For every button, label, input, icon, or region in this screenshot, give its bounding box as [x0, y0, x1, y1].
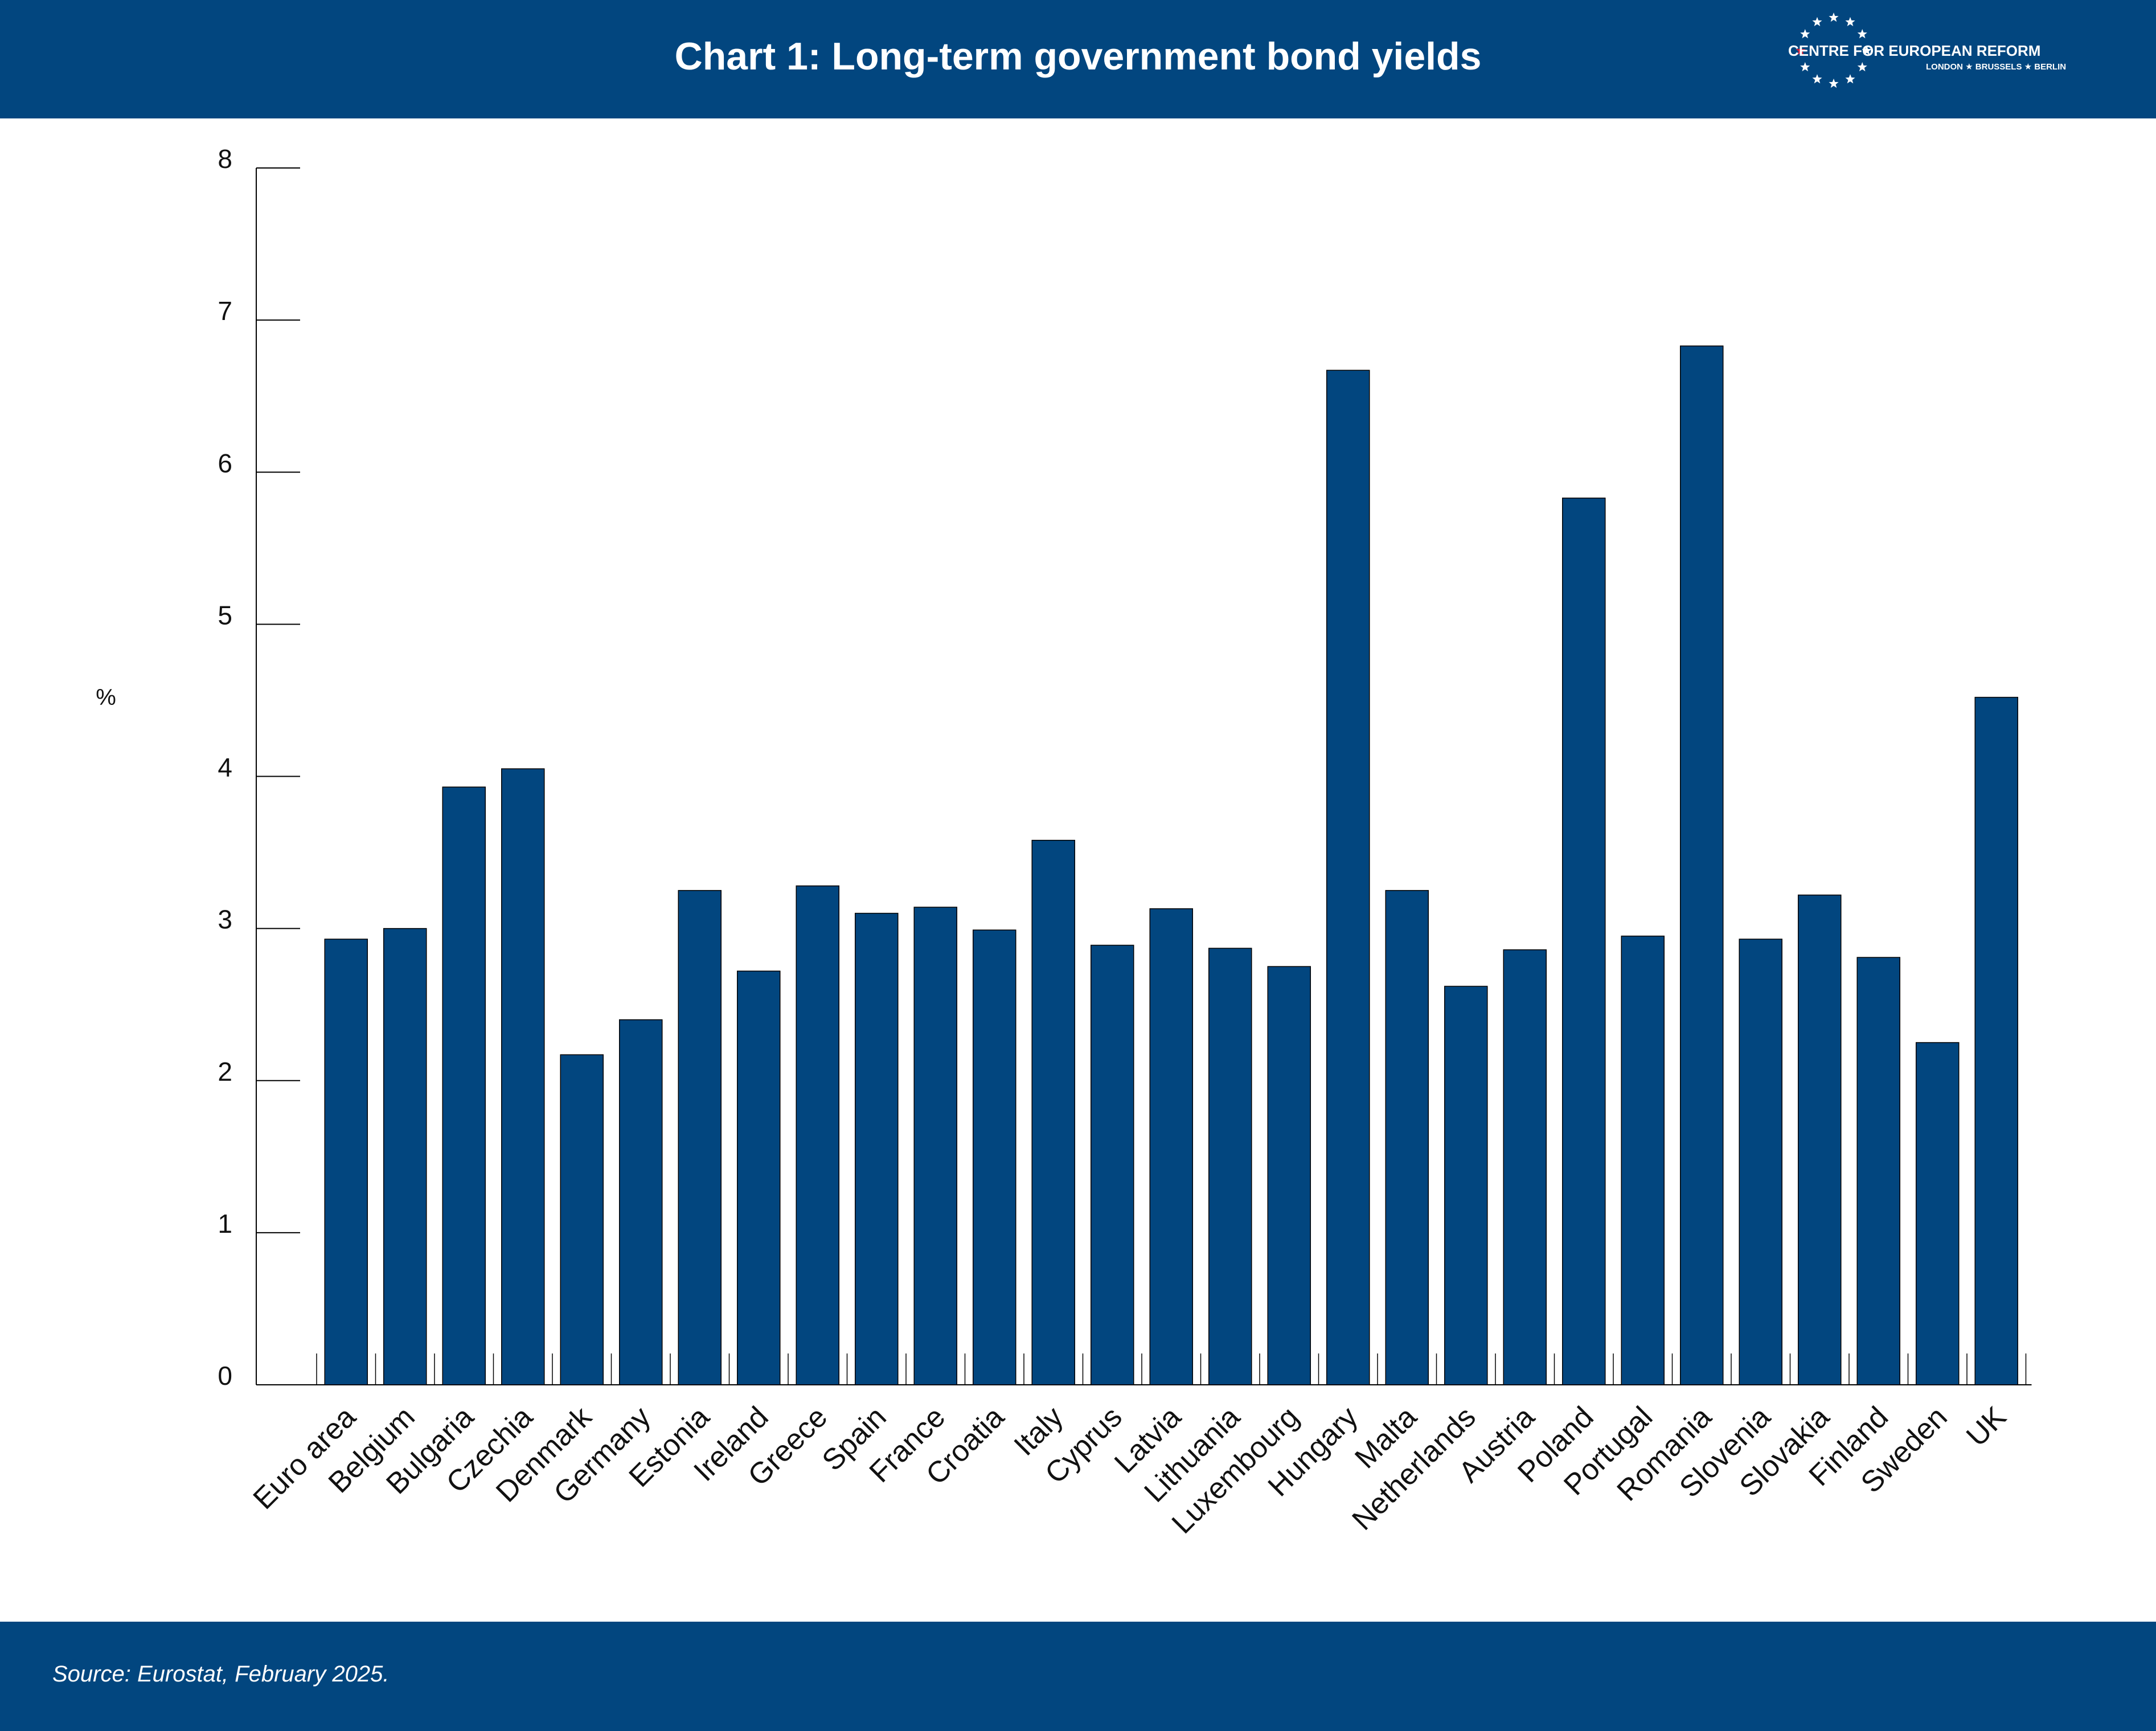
logo-cities: LONDON ★ BRUSSELS ★ BERLIN [1926, 62, 2067, 72]
bar [1444, 986, 1488, 1385]
bar [913, 906, 957, 1385]
logo-star-icon [1800, 62, 1810, 72]
star-ring-icon [1796, 13, 1872, 88]
chart-footer: Source: Eurostat, February 2025. [0, 1622, 2156, 1731]
bar [324, 938, 368, 1385]
logo-star-icon [1800, 29, 1810, 39]
logo-star-icon [1845, 74, 1855, 84]
logo-star-icon [1857, 29, 1867, 39]
y-tick-label: 8 [218, 144, 232, 174]
logo-star-icon [1862, 46, 1872, 55]
bar [1562, 497, 1606, 1385]
y-tick-label: 0 [218, 1361, 232, 1390]
bar [1149, 908, 1193, 1385]
chart-header: Chart 1: Long-term government bond yield… [0, 0, 2156, 118]
bar [1326, 370, 1370, 1385]
bar [737, 970, 781, 1385]
bar [796, 885, 839, 1385]
bar [855, 913, 899, 1385]
bar [1031, 839, 1075, 1385]
y-tick-label: 7 [218, 296, 232, 326]
bar [1856, 957, 1900, 1385]
cer-logo: CENTRE FOR EUROPEAN REFORM LONDON ★ BRUS… [1788, 8, 2107, 93]
logo-star-icon [1857, 62, 1867, 72]
bar [1503, 949, 1547, 1385]
bar [501, 768, 545, 1385]
logo-star-icon [1812, 74, 1822, 84]
logo-star-icon [1845, 17, 1855, 27]
chart-title: Chart 1: Long-term government bond yield… [674, 35, 1482, 78]
y-tick-label: 3 [218, 905, 232, 934]
bar [1680, 345, 1724, 1385]
y-tick-label: 6 [218, 448, 232, 478]
chart-area: 0 1 2 3 4 5 6 7 8% Euro area Belgium Bulgaria Czechi… [0, 118, 2156, 1622]
y-tick-label: 1 [218, 1209, 232, 1238]
y-tick-label: 2 [218, 1057, 232, 1086]
logo-star-icon [1829, 13, 1839, 22]
bar [1208, 947, 1252, 1385]
bar [442, 786, 486, 1385]
y-axis-label: % [96, 685, 116, 710]
x-tick-label: UK [1960, 1400, 2012, 1453]
bar [1974, 696, 2018, 1385]
bar [678, 890, 722, 1385]
bar [1385, 890, 1429, 1385]
y-tick-label: 4 [218, 753, 232, 782]
bar [1798, 895, 1842, 1385]
bar [619, 1019, 663, 1385]
bar [1091, 945, 1134, 1385]
bar [973, 929, 1016, 1385]
logo-star-icon [1812, 17, 1822, 27]
source-note: Source: Eurostat, February 2025. [52, 1662, 390, 1687]
logo-star-icon [1796, 46, 1806, 55]
logo-star-icon [1829, 79, 1839, 88]
bar [1739, 938, 1782, 1385]
logo-name: CENTRE FOR EUROPEAN REFORM [1788, 42, 2041, 59]
y-tick-label: 5 [218, 600, 232, 630]
bar [1621, 936, 1665, 1385]
bar [560, 1054, 604, 1385]
bar [1916, 1042, 1960, 1385]
bar [1267, 966, 1311, 1385]
bar [383, 928, 427, 1385]
